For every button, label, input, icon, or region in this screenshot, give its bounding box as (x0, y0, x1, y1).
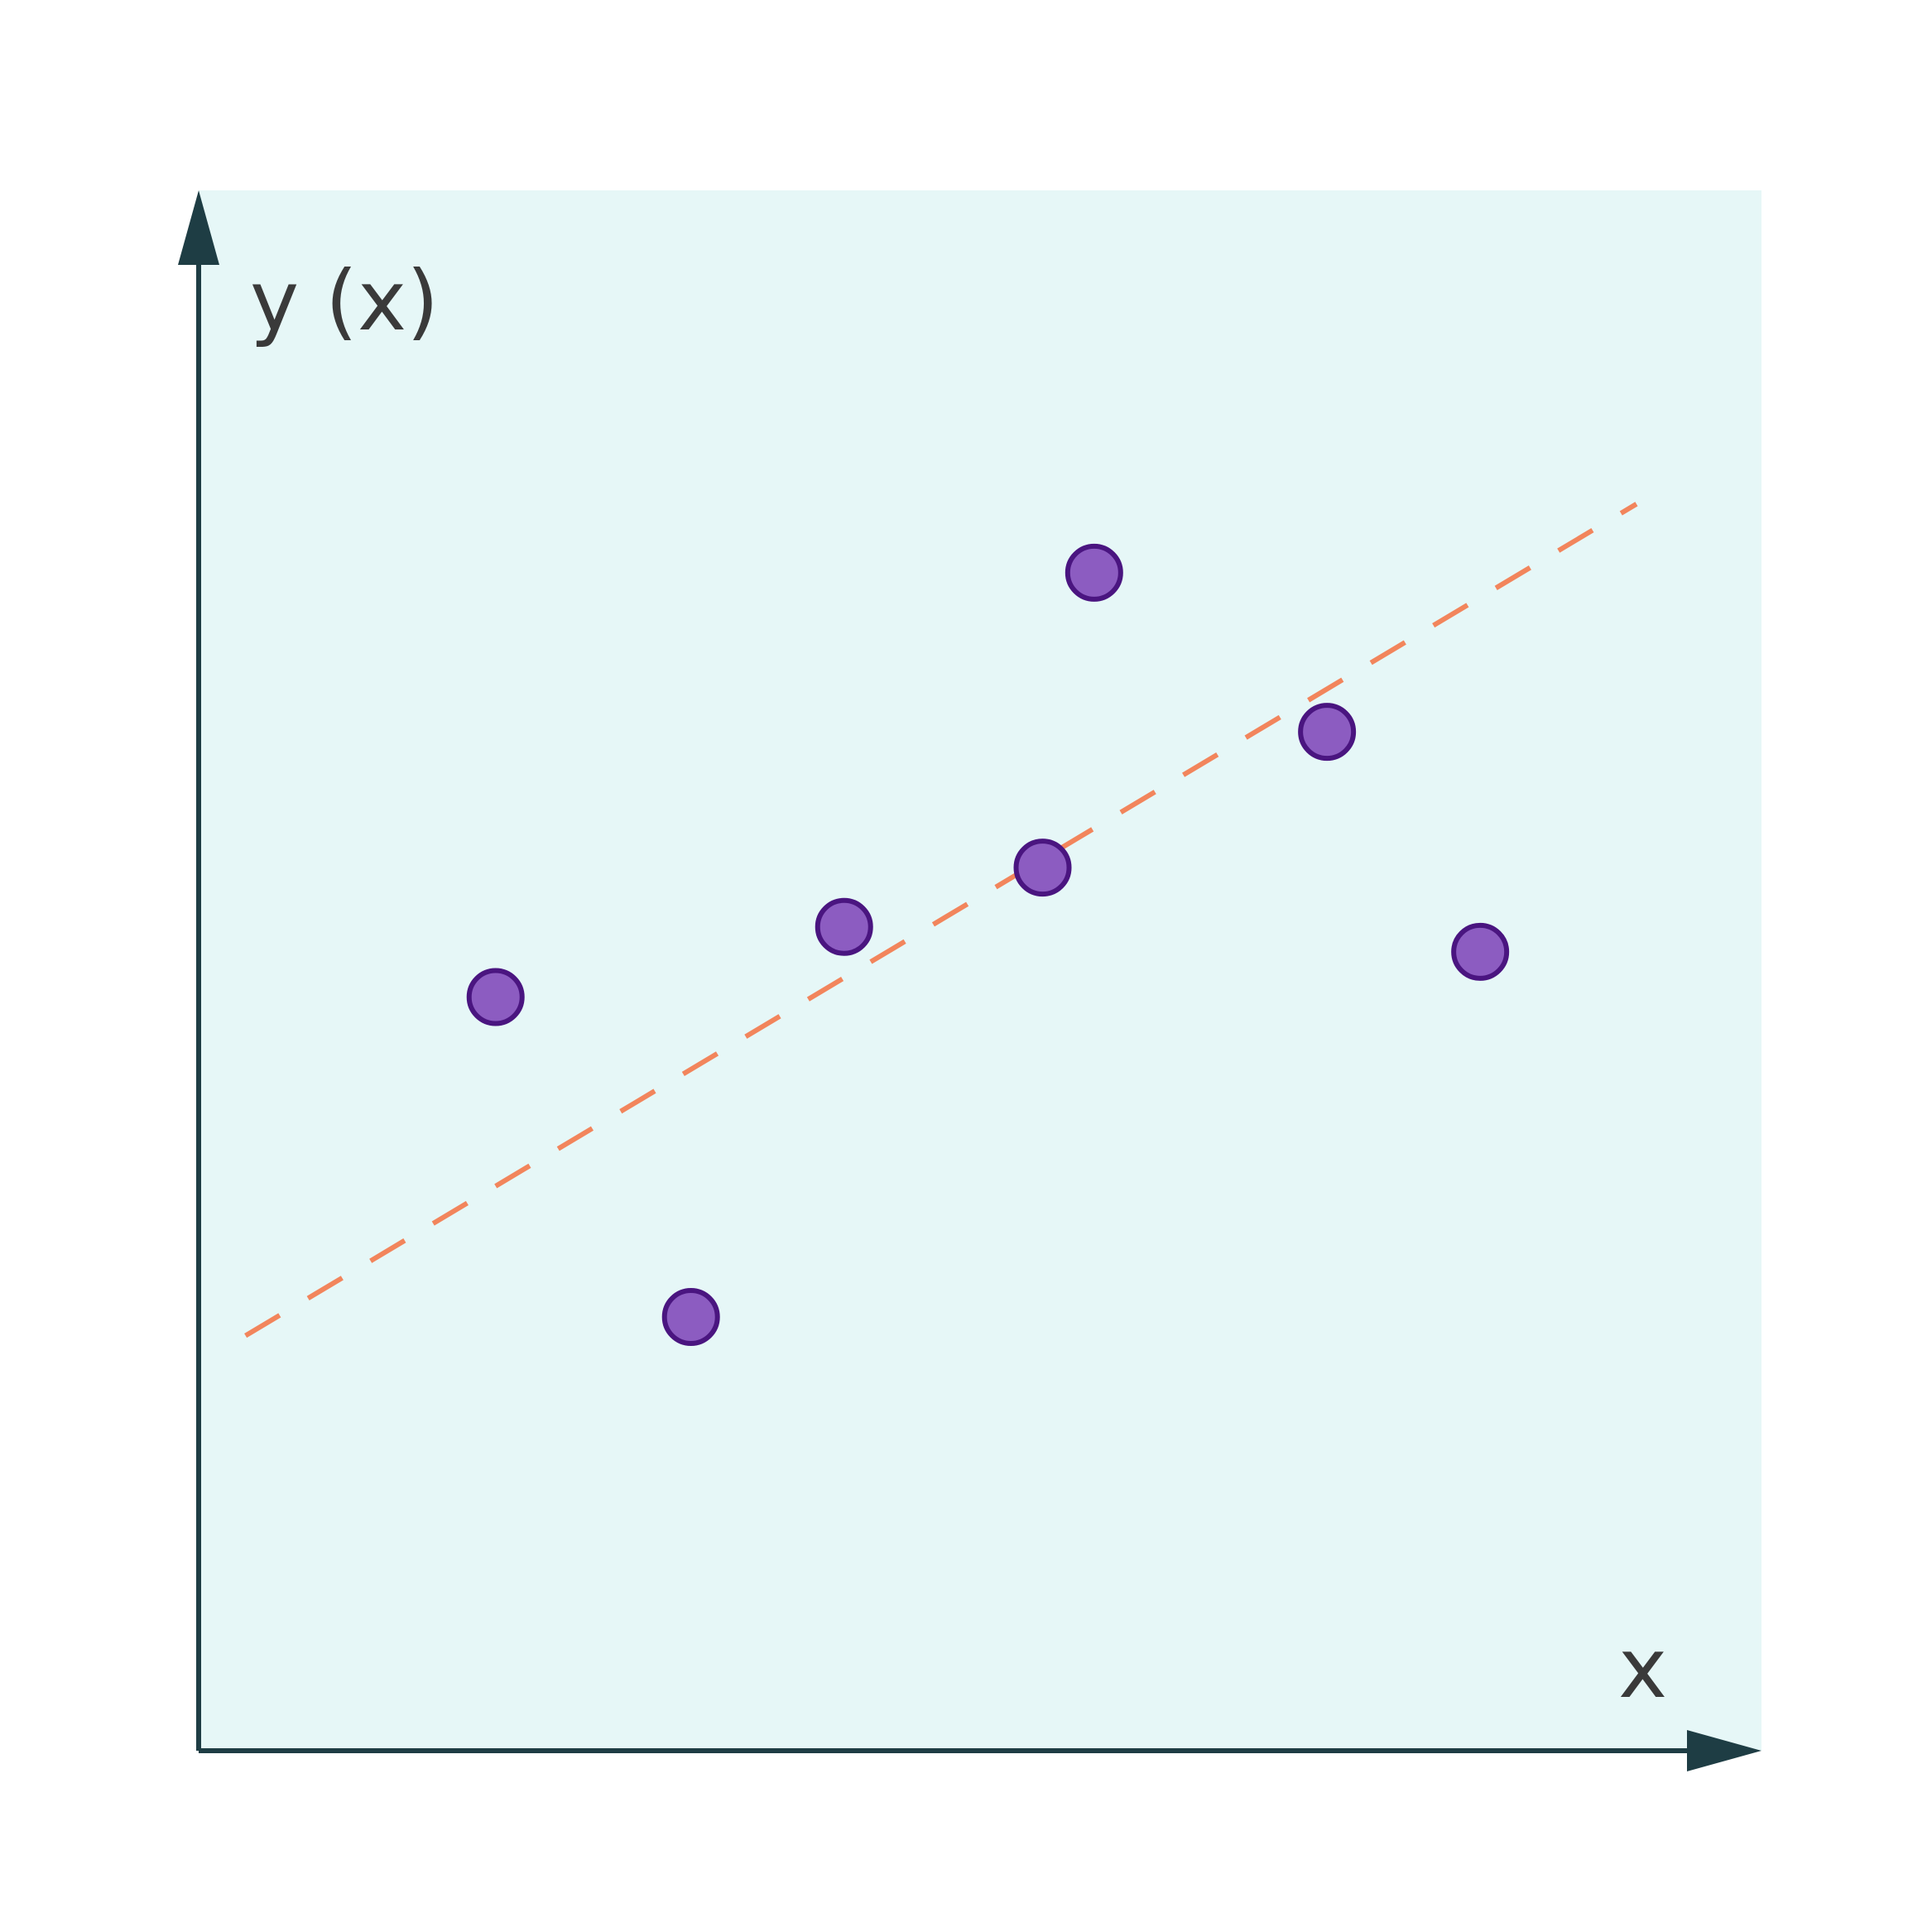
y-axis-label: y (x) (250, 252, 439, 349)
trend-line (244, 502, 1638, 1338)
data-point (1065, 543, 1123, 602)
plot-area (199, 190, 1761, 1751)
data-point (661, 1287, 720, 1346)
data-points-layer (466, 543, 1510, 1346)
data-point (466, 968, 525, 1026)
data-point (1451, 922, 1510, 981)
x-axis-arrowhead (1687, 1730, 1761, 1771)
trend-line-layer (244, 502, 1638, 1338)
y-axis-arrowhead (178, 190, 219, 265)
data-point (1298, 703, 1357, 762)
data-point (1013, 839, 1072, 897)
data-point (815, 897, 873, 956)
x-axis-label: x (1618, 1620, 1667, 1717)
